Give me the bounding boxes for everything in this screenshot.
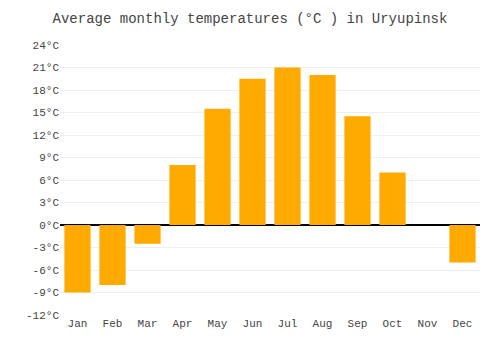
svg-text:Aug: Aug — [313, 318, 333, 330]
svg-text:Average monthly temperatures (: Average monthly temperatures (°C ) in Ur… — [53, 11, 448, 27]
svg-text:May: May — [208, 318, 228, 330]
svg-text:21°C: 21°C — [33, 62, 60, 74]
svg-text:15°C: 15°C — [33, 107, 60, 119]
svg-text:24°C: 24°C — [33, 40, 60, 52]
svg-text:0°C: 0°C — [39, 220, 59, 232]
svg-text:Sep: Sep — [348, 318, 368, 330]
svg-text:Dec: Dec — [453, 318, 473, 330]
svg-text:3°C: 3°C — [39, 197, 59, 209]
svg-text:6°C: 6°C — [39, 175, 59, 187]
svg-text:-9°C: -9°C — [33, 287, 60, 299]
svg-text:Oct: Oct — [383, 318, 403, 330]
svg-text:Nov: Nov — [418, 318, 438, 330]
svg-text:-6°C: -6°C — [33, 265, 60, 277]
svg-text:9°C: 9°C — [39, 152, 59, 164]
svg-text:Jan: Jan — [68, 318, 88, 330]
svg-text:Jul: Jul — [278, 318, 298, 330]
svg-text:12°C: 12°C — [33, 130, 60, 142]
svg-text:-3°C: -3°C — [33, 242, 60, 254]
svg-text:Apr: Apr — [173, 318, 193, 330]
svg-text:-12°C: -12°C — [26, 310, 59, 322]
svg-text:Mar: Mar — [138, 318, 158, 330]
svg-text:Feb: Feb — [103, 318, 123, 330]
svg-text:Jun: Jun — [243, 318, 263, 330]
svg-text:18°C: 18°C — [33, 85, 60, 97]
